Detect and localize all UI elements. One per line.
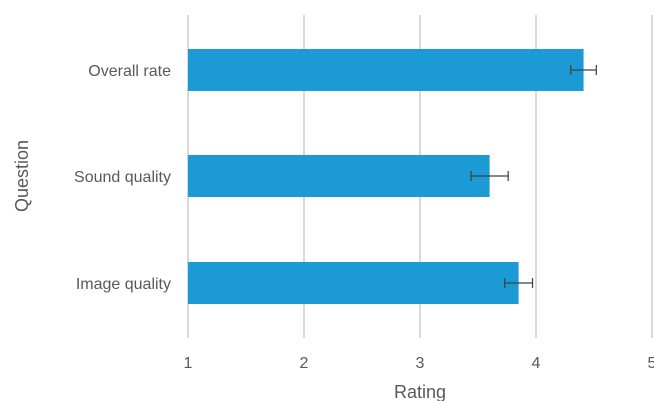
- x-tick-label-3: 3: [416, 355, 425, 372]
- x-tick-label-4: 4: [532, 355, 541, 372]
- x-tick-label-5: 5: [648, 355, 654, 372]
- y-tick-label-image-quality: Image quality: [76, 276, 171, 293]
- error-bar-overall-rate: [570, 65, 597, 75]
- bar-sound-quality: [188, 155, 490, 197]
- x-tick-label-2: 2: [300, 355, 309, 372]
- y-tick-label-sound-quality: Sound quality: [74, 169, 171, 186]
- bar-image-quality: [188, 262, 519, 304]
- bar-overall-rate: [188, 49, 584, 91]
- y-tick-labels: Overall rate Sound quality Image quality: [74, 63, 171, 293]
- x-tick-label-1: 1: [184, 355, 193, 372]
- y-tick-label-overall-rate: Overall rate: [88, 63, 171, 80]
- error-bars: [470, 65, 597, 288]
- x-tick-labels: 1 2 3 4 5: [184, 355, 654, 372]
- error-bar-image-quality: [504, 278, 534, 288]
- bars: [188, 49, 584, 304]
- error-bar-sound-quality: [470, 171, 509, 181]
- y-axis-title: Question: [12, 140, 32, 212]
- x-axis-title: Rating: [394, 382, 446, 401]
